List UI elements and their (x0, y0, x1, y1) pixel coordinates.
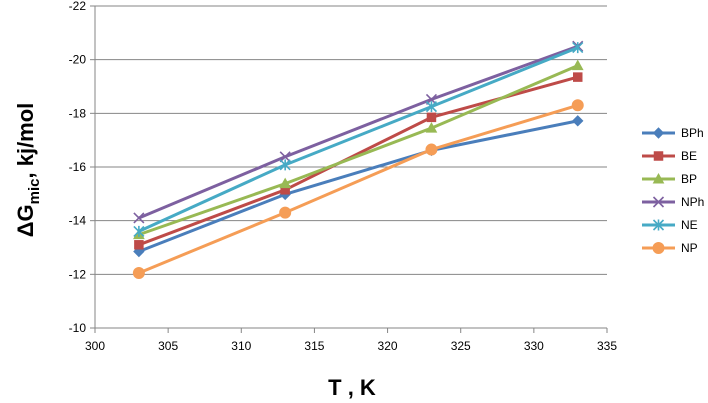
legend-marker (652, 219, 665, 231)
legend-label: NE (681, 218, 698, 232)
y-tick-label: -22 (69, 0, 87, 13)
legend-label: BPh (681, 126, 704, 140)
series-line (138, 119, 579, 253)
data-point (134, 240, 144, 250)
legend-label: BP (681, 172, 697, 186)
y-tick-label: -12 (69, 267, 87, 281)
data-point (279, 151, 291, 163)
series-be (134, 72, 583, 250)
data-point (571, 59, 584, 71)
y-axis-title-sub: mic (26, 179, 43, 205)
legend-marker (652, 127, 665, 139)
y-axis-title-tail: , kj/mol (13, 103, 38, 179)
legend-label: BE (681, 149, 697, 163)
y-tick-label: -10 (69, 321, 87, 335)
series-line (138, 46, 579, 233)
legend-marker (652, 196, 665, 208)
data-point (133, 225, 145, 237)
series-ne (133, 42, 584, 237)
x-tick-label: 310 (231, 339, 251, 353)
y-tick-label: -20 (69, 53, 87, 67)
x-tick-label: 325 (451, 339, 471, 353)
data-point (133, 212, 145, 224)
legend-item-bp: BP (642, 172, 697, 186)
data-point (572, 115, 584, 127)
data-point (572, 72, 583, 82)
x-tick-label: 330 (524, 339, 544, 353)
legend-item-np: NP (642, 241, 698, 255)
x-axis-title: T , K (328, 375, 376, 400)
x-tick-label: 300 (85, 339, 105, 353)
series-line (138, 44, 579, 220)
legend-label: NP (681, 241, 698, 255)
y-tick-label: -16 (69, 160, 87, 174)
data-point (279, 177, 292, 189)
legend-item-ne: NE (642, 218, 698, 232)
legend: BPh BE BP NPh NE NP (642, 126, 704, 255)
legend-item-be: BE (642, 149, 697, 163)
series-line (138, 75, 579, 247)
gridlines (90, 5, 608, 333)
data-point (426, 112, 437, 123)
series-np (132, 99, 584, 279)
legend-marker (653, 151, 664, 161)
data-point (425, 143, 438, 156)
x-tick-label: 305 (158, 339, 178, 353)
series-line (138, 64, 579, 237)
data-point (572, 42, 584, 54)
y-axis-title-main: ΔG (13, 204, 38, 237)
x-tick-label: 315 (304, 339, 324, 353)
x-tick-label: 335 (597, 339, 617, 353)
data-point (132, 266, 145, 279)
legend-label: NPh (681, 195, 704, 209)
data-point (279, 159, 291, 171)
data-point (571, 99, 584, 112)
x-tick-label: 320 (378, 339, 398, 353)
series-line (138, 103, 579, 275)
data-point (279, 206, 292, 219)
data-point (425, 101, 438, 113)
data-point (425, 122, 438, 133)
legend-item-nph: NPh (642, 195, 704, 209)
y-tick-label: -14 (69, 214, 87, 228)
legend-item-bph: BPh (642, 126, 704, 140)
legend-marker (652, 242, 665, 254)
tick-labels: -10 -12 -14 -16 -18 -20 -22 300 305 310 315 320 325 3… (69, 0, 618, 353)
y-axis-title: ΔGmic, kj/mol (13, 103, 43, 238)
legend-marker (652, 172, 665, 184)
y-tick-label: -18 (69, 106, 87, 120)
series (132, 40, 584, 279)
axes (94, 6, 607, 329)
series-bp (133, 59, 584, 240)
